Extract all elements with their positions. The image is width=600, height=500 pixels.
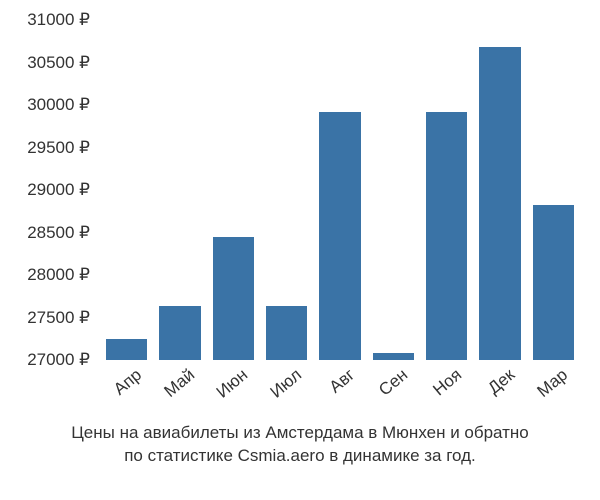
chart-caption: Цены на авиабилеты из Амстердама в Мюнхе… bbox=[0, 422, 600, 468]
x-tick-label: Мар bbox=[534, 365, 572, 402]
y-tick-label: 28000 ₽ bbox=[27, 265, 90, 285]
y-tick-label: 28500 ₽ bbox=[27, 223, 90, 243]
y-tick-label: 30000 ₽ bbox=[27, 95, 90, 115]
y-tick-label: 29500 ₽ bbox=[27, 138, 90, 158]
x-tick-label: Сен bbox=[375, 365, 412, 400]
x-tick-label: Дек bbox=[484, 365, 519, 399]
bar bbox=[106, 339, 148, 360]
x-tick-label: Июл bbox=[266, 365, 305, 403]
y-tick-label: 29000 ₽ bbox=[27, 180, 90, 200]
caption-line-1: Цены на авиабилеты из Амстердама в Мюнхе… bbox=[0, 422, 600, 445]
bar bbox=[479, 47, 521, 360]
x-tick-label: Июн bbox=[213, 365, 252, 402]
caption-line-2: по статистике Csmia.aero в динамике за г… bbox=[0, 445, 600, 468]
x-tick-label: Ноя bbox=[429, 365, 466, 400]
x-tick-label: Апр bbox=[110, 365, 146, 400]
plot-area bbox=[100, 20, 580, 360]
bars-group bbox=[100, 20, 580, 360]
bar bbox=[213, 237, 255, 360]
bar bbox=[319, 112, 361, 360]
bar bbox=[426, 112, 468, 360]
y-tick-label: 31000 ₽ bbox=[27, 10, 90, 30]
bar bbox=[266, 306, 308, 360]
x-tick-label: Май bbox=[160, 365, 198, 402]
x-tick-label: Авг bbox=[326, 365, 359, 397]
y-axis: 27000 ₽27500 ₽28000 ₽28500 ₽29000 ₽29500… bbox=[0, 20, 95, 360]
y-tick-label: 27500 ₽ bbox=[27, 308, 90, 328]
y-tick-label: 30500 ₽ bbox=[27, 53, 90, 73]
bar bbox=[159, 306, 201, 360]
y-tick-label: 27000 ₽ bbox=[27, 350, 90, 370]
x-axis: Апр Май Июн Июл Авг Сен Ноя Дек Мар bbox=[100, 365, 580, 415]
bar bbox=[373, 353, 415, 360]
bar bbox=[533, 205, 575, 360]
price-chart: 27000 ₽ 27500 ₽ 28000 ₽ 28500 ₽ 29000 ₽ 29500… bbox=[0, 0, 600, 500]
